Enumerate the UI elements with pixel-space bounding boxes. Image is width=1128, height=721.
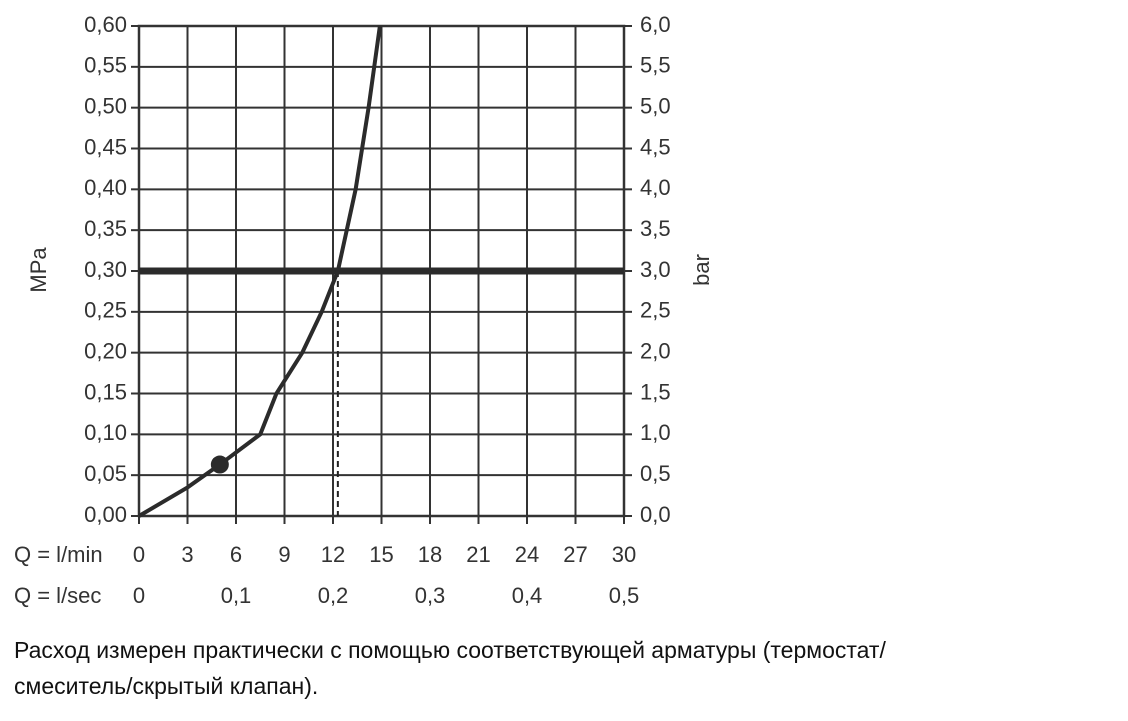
y2-tick-label: 3,5 bbox=[640, 216, 671, 241]
y-tick-label: 0,45 bbox=[84, 134, 127, 159]
x-tick-label: 6 bbox=[230, 542, 242, 567]
y-tick-label: 0,50 bbox=[84, 93, 127, 118]
y-tick-label: 0,10 bbox=[84, 420, 127, 445]
x2-tick-label: 0,2 bbox=[318, 583, 349, 608]
x-tick-label: 30 bbox=[612, 542, 636, 567]
x-tick-label: 9 bbox=[278, 542, 290, 567]
y-tick-label: 0,05 bbox=[84, 461, 127, 486]
x-tick-label: 24 bbox=[515, 542, 539, 567]
y2-tick-label: 4,0 bbox=[640, 175, 671, 200]
y2-tick-label: 6,0 bbox=[640, 12, 671, 37]
y2-axis-label: bar bbox=[689, 254, 714, 286]
y-tick-label: 0,60 bbox=[84, 12, 127, 37]
y-tick-label: 0,35 bbox=[84, 216, 127, 241]
y2-tick-label: 2,0 bbox=[640, 338, 671, 363]
y-tick-label: 0,55 bbox=[84, 53, 127, 78]
x-tick-label: 0 bbox=[133, 542, 145, 567]
x-tick-label: 27 bbox=[563, 542, 587, 567]
caption-line: смеситель/скрытый клапан). bbox=[14, 673, 318, 699]
y-tick-label: 0,15 bbox=[84, 379, 127, 404]
y-tick-label: 0,20 bbox=[84, 338, 127, 363]
y-tick-label: 0,00 bbox=[84, 502, 127, 527]
x-tick-label: 18 bbox=[418, 542, 442, 567]
marker-point bbox=[210, 455, 229, 474]
y2-tick-label: 2,5 bbox=[640, 298, 671, 323]
x2-tick-label: 0,5 bbox=[609, 583, 640, 608]
y2-tick-label: 5,5 bbox=[640, 53, 671, 78]
x-tick-label: 3 bbox=[181, 542, 193, 567]
y2-tick-label: 1,5 bbox=[640, 379, 671, 404]
y-tick-label: 0,40 bbox=[84, 175, 127, 200]
x-tick-label: 12 bbox=[321, 542, 345, 567]
y2-tick-label: 5,0 bbox=[640, 93, 671, 118]
x2-tick-label: 0 bbox=[133, 583, 145, 608]
x2-tick-label: 0,1 bbox=[221, 583, 252, 608]
x-tick-label: 21 bbox=[466, 542, 490, 567]
y-axis-label: MPa bbox=[26, 247, 51, 293]
data-line bbox=[137, 25, 382, 518]
y2-tick-label: 0,0 bbox=[640, 502, 671, 527]
y-tick-label: 0,25 bbox=[84, 298, 127, 323]
x2-tick-label: 0,3 bbox=[415, 583, 446, 608]
x2-tick-label: 0,4 bbox=[512, 583, 543, 608]
caption-line: Расход измерен практически с помощью соо… bbox=[14, 637, 886, 663]
y-tick-label: 0,30 bbox=[84, 257, 127, 282]
y2-tick-label: 0,5 bbox=[640, 461, 671, 486]
y2-tick-label: 3,0 bbox=[640, 257, 671, 282]
x-axis-label: Q = l/min bbox=[14, 542, 103, 567]
y2-tick-label: 4,5 bbox=[640, 134, 671, 159]
x2-axis-label: Q = l/sec bbox=[14, 583, 101, 608]
y2-tick-label: 1,0 bbox=[640, 420, 671, 445]
x-tick-label: 15 bbox=[369, 542, 393, 567]
